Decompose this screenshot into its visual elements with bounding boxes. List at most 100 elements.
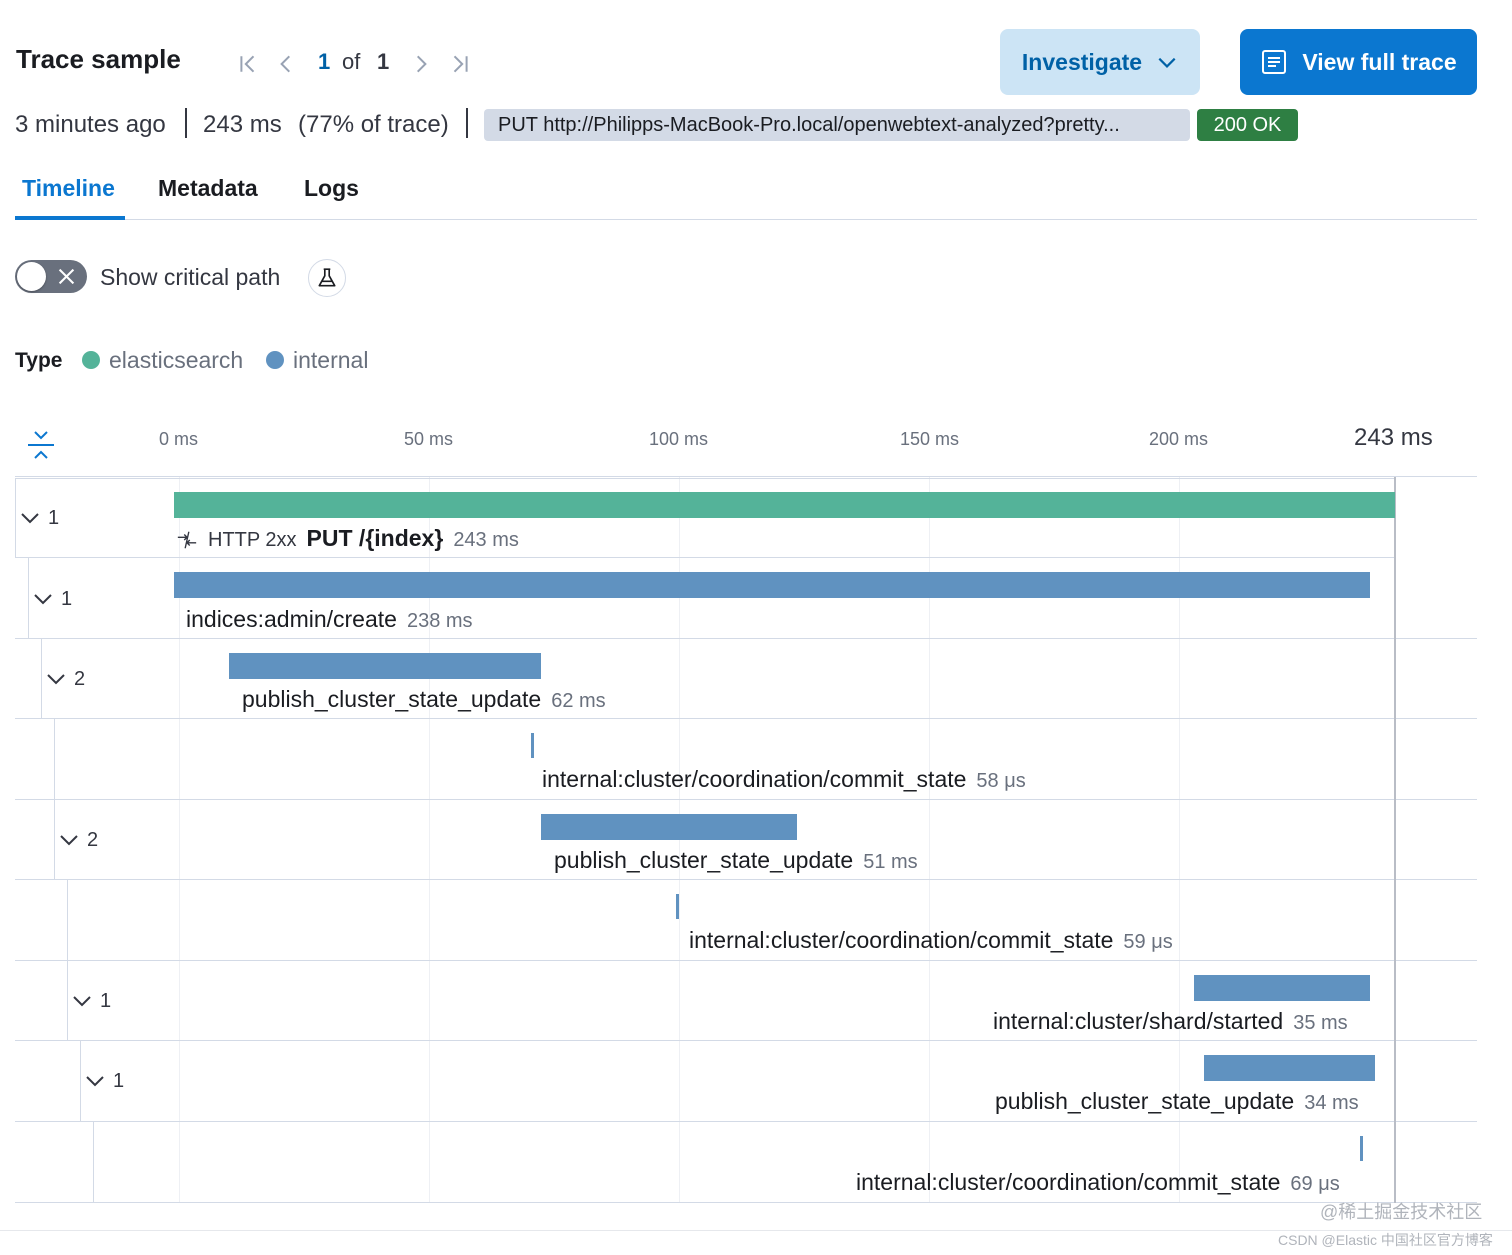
span-bar[interactable] bbox=[174, 492, 1395, 518]
span-label[interactable]: internal:cluster/coordination/commit_sta… bbox=[689, 925, 1173, 957]
time-ago: 3 minutes ago bbox=[15, 111, 166, 138]
span-duration: 34 ms bbox=[1304, 1092, 1359, 1114]
child-count: 2 bbox=[74, 668, 86, 690]
span-name: internal:cluster/coordination/commit_sta… bbox=[542, 766, 967, 792]
toggle-knob bbox=[17, 262, 46, 291]
exit-span-icon bbox=[177, 531, 197, 549]
span-name: internal:cluster/coordination/commit_sta… bbox=[689, 927, 1114, 953]
span-label[interactable]: HTTP 2xx PUT /{index} 243 ms bbox=[176, 523, 519, 555]
chevron-down-icon bbox=[47, 674, 65, 685]
expand-toggle[interactable]: 2 bbox=[46, 667, 85, 691]
chevron-down-icon bbox=[73, 996, 91, 1007]
chevron-down-icon bbox=[34, 594, 52, 605]
span-label[interactable]: publish_cluster_state_update 51 ms bbox=[554, 845, 918, 877]
footer-divider bbox=[0, 1230, 1512, 1231]
span-name: publish_cluster_state_update bbox=[242, 686, 542, 712]
span-name: publish_cluster_state_update bbox=[995, 1088, 1295, 1114]
span-bar[interactable] bbox=[174, 572, 1370, 598]
axis-divider bbox=[15, 476, 1477, 477]
row-divider bbox=[15, 718, 1477, 719]
legend-label-elasticsearch: elasticsearch bbox=[109, 347, 244, 373]
investigate-label: Investigate bbox=[1021, 48, 1143, 75]
row-divider bbox=[15, 1202, 1477, 1203]
span-name: PUT /{index} bbox=[306, 525, 444, 551]
view-full-trace-label: View full trace bbox=[1302, 48, 1457, 75]
span-bar[interactable] bbox=[1194, 975, 1370, 1001]
watermark-juejin: @稀土掘金技术社区 bbox=[1320, 1202, 1483, 1222]
tab-logs[interactable]: Logs bbox=[304, 175, 359, 201]
axis-tick: 50 ms bbox=[404, 429, 454, 449]
axis-tick: 200 ms bbox=[1149, 429, 1209, 449]
span-label[interactable]: indices:admin/create 238 ms bbox=[186, 604, 473, 636]
span-duration: 243 ms bbox=[453, 529, 519, 551]
chevron-down-icon bbox=[21, 513, 39, 524]
span-bar[interactable] bbox=[676, 894, 679, 919]
expand-toggle[interactable]: 1 bbox=[72, 989, 111, 1013]
span-label[interactable]: internal:cluster/shard/started 35 ms bbox=[993, 1006, 1348, 1038]
trace-duration: 243 ms bbox=[203, 111, 282, 138]
grid-line bbox=[1179, 477, 1180, 1203]
pagination-of: of bbox=[342, 49, 361, 74]
child-count: 1 bbox=[61, 588, 73, 610]
row-divider bbox=[15, 960, 1477, 961]
tree-indent-line bbox=[93, 1121, 94, 1202]
pagination-current[interactable]: 1 bbox=[318, 49, 331, 74]
legend-dot-internal bbox=[266, 351, 284, 369]
row-divider bbox=[15, 799, 1477, 800]
critical-path-toggle[interactable] bbox=[15, 260, 87, 293]
span-label[interactable]: publish_cluster_state_update 34 ms bbox=[995, 1086, 1359, 1118]
tree-indent-line bbox=[80, 1040, 81, 1121]
expand-toggle[interactable]: 1 bbox=[20, 506, 59, 530]
axis-tick: 0 ms bbox=[159, 429, 199, 449]
row-divider bbox=[15, 1121, 1477, 1122]
span-label[interactable]: publish_cluster_state_update 62 ms bbox=[242, 684, 606, 716]
next-page-icon[interactable] bbox=[408, 46, 434, 78]
previous-page-icon[interactable] bbox=[273, 46, 299, 78]
row-divider bbox=[15, 638, 1477, 639]
span-label[interactable]: internal:cluster/coordination/commit_sta… bbox=[542, 764, 1026, 796]
summary-divider bbox=[466, 108, 468, 138]
expand-toggle[interactable]: 1 bbox=[85, 1069, 124, 1093]
span-label[interactable]: internal:cluster/coordination/commit_sta… bbox=[856, 1167, 1340, 1199]
pagination-total[interactable]: 1 bbox=[377, 49, 390, 74]
tab-metadata[interactable]: Metadata bbox=[158, 175, 258, 201]
child-count: 1 bbox=[100, 990, 112, 1012]
close-icon bbox=[58, 268, 75, 285]
span-name: internal:cluster/shard/started bbox=[993, 1008, 1284, 1034]
expand-toggle[interactable]: 1 bbox=[33, 587, 72, 611]
row-divider bbox=[15, 1040, 1477, 1041]
span-duration: 51 ms bbox=[863, 851, 918, 873]
span-duration: 59 μs bbox=[1123, 931, 1173, 953]
active-tab-indicator bbox=[15, 216, 125, 220]
span-duration: 58 μs bbox=[976, 770, 1026, 792]
document-icon bbox=[1262, 50, 1287, 74]
span-bar[interactable] bbox=[1204, 1055, 1375, 1081]
investigate-button[interactable]: Investigate bbox=[1000, 29, 1200, 95]
span-bar[interactable] bbox=[1360, 1136, 1363, 1161]
root-span-row[interactable] bbox=[15, 478, 1396, 558]
span-bar[interactable] bbox=[229, 653, 541, 679]
tree-indent-line bbox=[41, 638, 42, 718]
span-bar[interactable] bbox=[541, 814, 797, 840]
expand-toggle[interactable]: 2 bbox=[59, 828, 98, 852]
child-count: 1 bbox=[113, 1070, 125, 1092]
last-page-icon[interactable] bbox=[447, 46, 473, 78]
span-name: internal:cluster/coordination/commit_sta… bbox=[856, 1169, 1281, 1195]
span-bar[interactable] bbox=[531, 733, 534, 758]
collapse-all-icon[interactable] bbox=[26, 428, 56, 462]
tree-indent-line bbox=[28, 558, 29, 638]
critical-path-label: Show critical path bbox=[100, 264, 281, 290]
trace-sample-title: Trace sample bbox=[16, 44, 181, 74]
span-duration: 69 μs bbox=[1290, 1173, 1340, 1195]
span-duration: 238 ms bbox=[406, 610, 473, 632]
first-page-icon[interactable] bbox=[235, 46, 261, 78]
row-divider bbox=[15, 879, 1477, 880]
beta-badge bbox=[308, 259, 346, 297]
tab-timeline[interactable]: Timeline bbox=[22, 175, 115, 201]
http-status-tag: HTTP 2xx bbox=[208, 529, 297, 551]
chevron-down-icon bbox=[86, 1076, 104, 1087]
watermark-csdn: CSDN @Elastic 中国社区官方博客 bbox=[1278, 1232, 1493, 1248]
view-full-trace-button[interactable]: View full trace bbox=[1240, 29, 1477, 95]
summary-divider bbox=[185, 108, 187, 138]
span-name: publish_cluster_state_update bbox=[554, 847, 854, 873]
